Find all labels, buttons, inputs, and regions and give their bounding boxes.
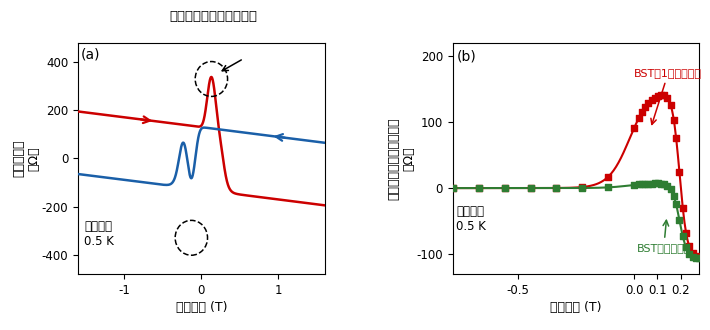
X-axis label: 印加磁場 (T): 印加磁場 (T) [550, 301, 602, 314]
Point [603, 174, 614, 179]
Point [665, 102, 677, 108]
Point [670, 202, 682, 207]
Point [649, 95, 660, 100]
Text: BSTがない場合: BSTがない場合 [637, 220, 691, 253]
Point [687, 254, 699, 259]
Text: (b): (b) [457, 50, 476, 63]
Point [636, 182, 648, 187]
Point [674, 170, 685, 175]
Point [499, 185, 510, 191]
Point [665, 186, 677, 192]
Point [551, 185, 562, 191]
Point [633, 115, 645, 120]
Point [677, 233, 689, 239]
Point [473, 185, 484, 191]
Point [668, 117, 679, 122]
Point [652, 93, 664, 98]
Point [690, 253, 701, 258]
Point [690, 255, 701, 260]
Point [640, 181, 651, 186]
Point [646, 97, 657, 103]
Point [603, 185, 614, 190]
Point [643, 101, 654, 106]
Point [649, 181, 660, 186]
Point [677, 205, 689, 210]
Point [659, 93, 670, 98]
Point [662, 183, 673, 188]
Point [577, 185, 588, 191]
Point [655, 181, 667, 186]
Y-axis label: ホール抗抗
（Ω）: ホール抗抗 （Ω） [12, 140, 40, 177]
Point [684, 251, 695, 256]
Point [643, 181, 654, 186]
Point [525, 185, 536, 191]
Point [694, 256, 705, 261]
Text: 絶対温度
0.5 K: 絶対温度 0.5 K [84, 220, 114, 248]
X-axis label: 印加磁場 (T): 印加磁場 (T) [175, 301, 227, 314]
Point [662, 95, 673, 101]
Text: 絶対温度
0.5 K: 絶対温度 0.5 K [457, 205, 486, 233]
Point [577, 184, 588, 190]
Point [674, 217, 685, 223]
Point [633, 182, 645, 187]
Point [687, 250, 699, 255]
Text: (a): (a) [80, 48, 100, 62]
Point [680, 245, 692, 250]
Point [628, 182, 640, 187]
Point [655, 92, 667, 98]
Point [684, 244, 695, 249]
Point [551, 185, 562, 191]
Text: BSTが1層ある場合: BSTが1層ある場合 [634, 68, 702, 124]
Point [652, 181, 664, 186]
Point [447, 185, 459, 191]
Point [525, 185, 536, 191]
Point [680, 230, 692, 235]
Point [499, 185, 510, 191]
Point [447, 185, 459, 191]
Point [694, 254, 705, 259]
Point [670, 135, 682, 140]
Y-axis label: トポロジカルホール抗抗
（Ω）: トポロジカルホール抗抗 （Ω） [387, 117, 415, 200]
Point [668, 193, 679, 199]
Point [646, 181, 657, 186]
Point [636, 110, 648, 115]
Point [659, 182, 670, 187]
Point [640, 105, 651, 110]
Text: トポロジカルホール効果: トポロジカルホール効果 [169, 10, 257, 23]
Point [473, 185, 484, 191]
Point [628, 125, 640, 130]
